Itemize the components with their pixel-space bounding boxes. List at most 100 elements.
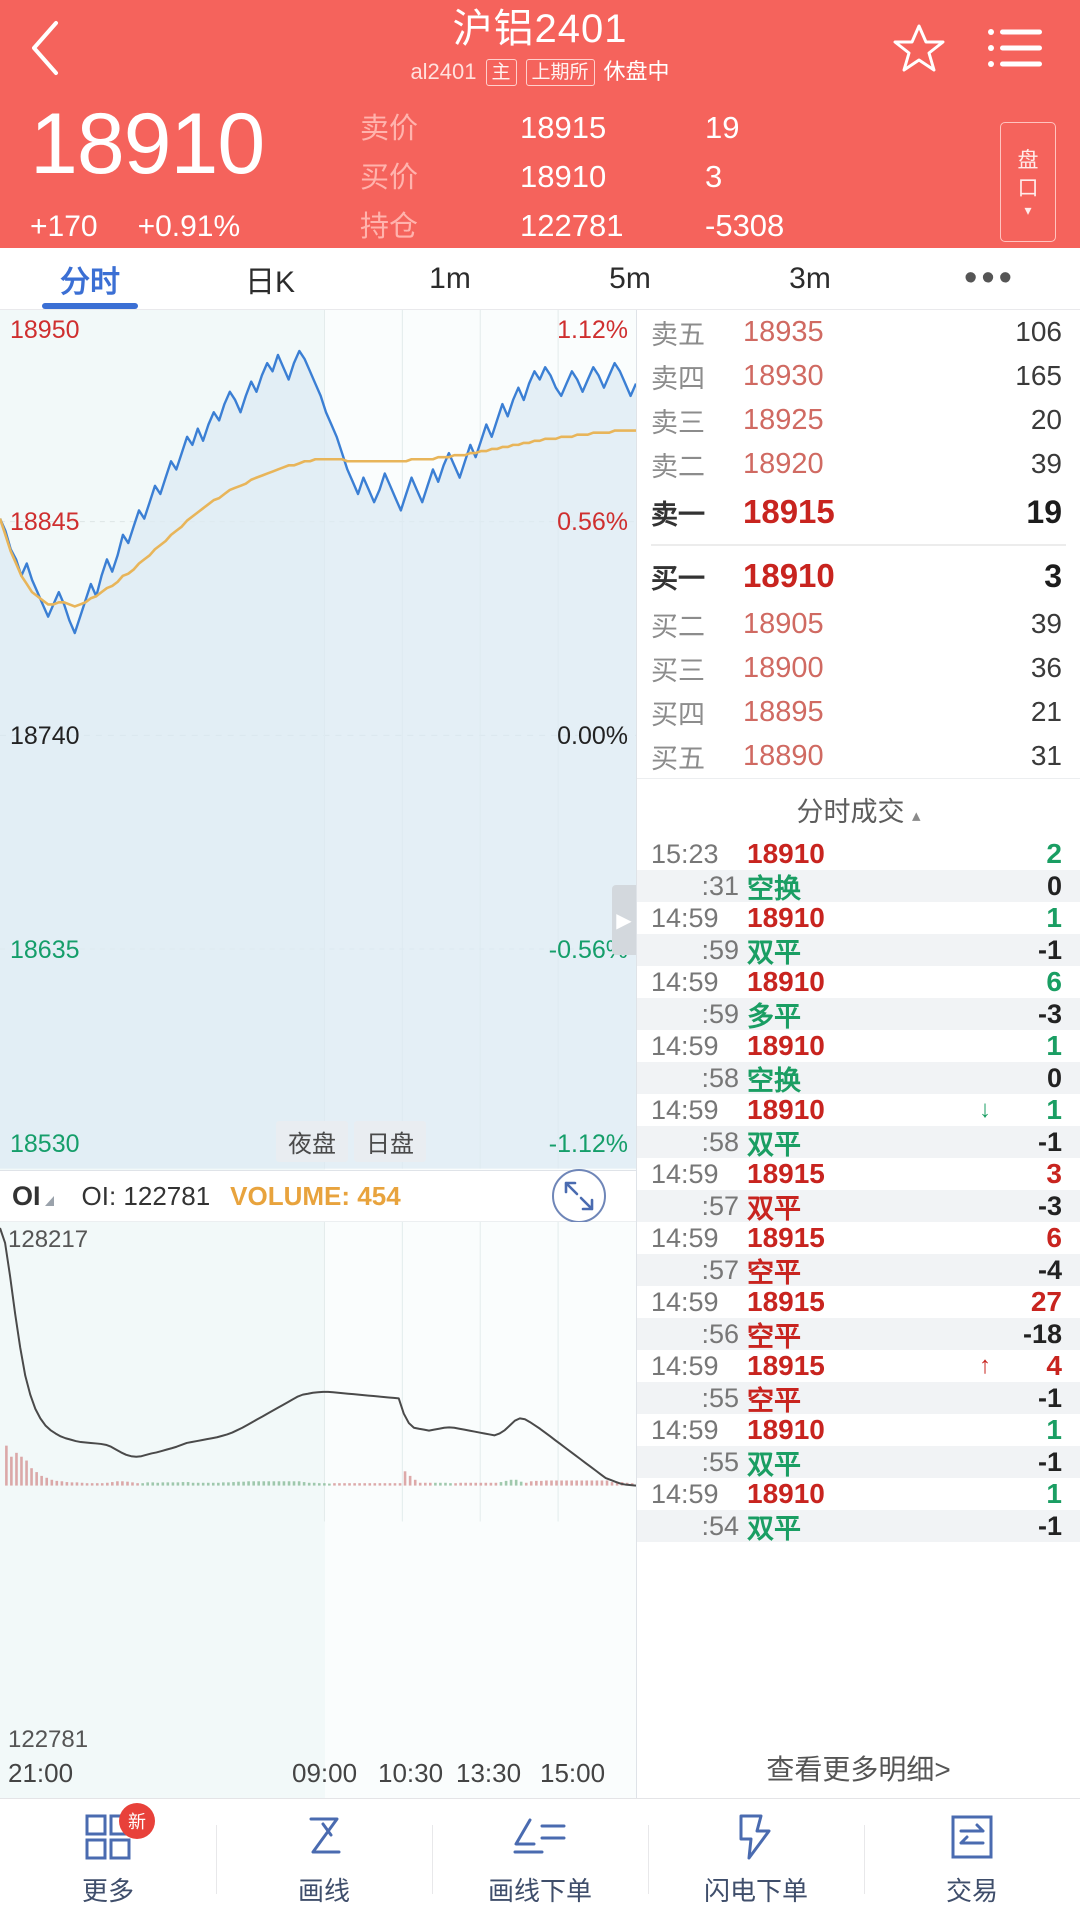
chart-expand-right-arrow-icon[interactable]: ▶ xyxy=(612,885,636,955)
price-axis-label-4: 18635 xyxy=(10,936,80,964)
tick-time: 14:59 xyxy=(651,1030,719,1061)
tick-time: 14:59 xyxy=(651,1478,719,1509)
level-qty: 20 xyxy=(1030,404,1062,435)
tick-oi-delta: -1 xyxy=(1037,1446,1062,1477)
quote-volume: -5308 xyxy=(705,208,785,243)
tab-dayk[interactable]: 日K xyxy=(180,248,360,309)
tick-list[interactable]: 15:23 18910 2:31 空换 0 14:59 18910 1:59 双平 -1 14:59… xyxy=(637,838,1080,1736)
tick-row-primary: 14:59 18910 1 xyxy=(637,1478,1080,1510)
tick-qty: 3 xyxy=(1046,1158,1062,1189)
quote-row-openinterest: 持仓 122781 -5308 xyxy=(360,202,1050,251)
tick-seconds: :58 xyxy=(701,1062,739,1093)
intraday-price-chart[interactable]: 18950 1.12% 18845 0.56% 18740 0.00% 1863… xyxy=(0,310,636,1170)
level-price: 18910 xyxy=(743,557,835,594)
tick-row[interactable]: 14:59 18915 ↑ 4:55 空平 -1 xyxy=(637,1350,1080,1416)
ask-row-4[interactable]: 卖四 18930 165 xyxy=(637,354,1080,398)
tick-seconds: :57 xyxy=(701,1254,739,1285)
bottom-nav-draw-order[interactable]: 画线下单 xyxy=(432,1799,648,1920)
tab-5m[interactable]: 5m xyxy=(540,248,720,309)
volume-value-text: VOLUME: 454 xyxy=(230,1180,401,1211)
ask-row-3[interactable]: 卖三 18925 20 xyxy=(637,398,1080,442)
ask-row-5[interactable]: 卖五 18935 106 xyxy=(637,310,1080,354)
level-qty: 19 xyxy=(1026,493,1062,530)
tick-oi-delta: -4 xyxy=(1037,1254,1062,1285)
bottom-nav-flash-order[interactable]: 闪电下单 xyxy=(648,1799,864,1920)
quote-price: 18915 xyxy=(520,110,607,145)
list-menu-icon[interactable] xyxy=(984,17,1046,79)
tick-row[interactable]: 14:59 18910 1:59 双平 -1 xyxy=(637,902,1080,968)
bottom-nav-trade[interactable]: 交易 xyxy=(864,1799,1080,1920)
tick-price: 18910 xyxy=(747,1414,825,1445)
bid-row-3[interactable]: 买三 18900 36 xyxy=(637,646,1080,690)
bottom-nav-draw[interactable]: 画线 xyxy=(216,1799,432,1920)
tick-row[interactable]: 14:59 18910 ↓ 1:58 双平 -1 xyxy=(637,1094,1080,1160)
pankou-label-line1: 盘 xyxy=(1017,149,1039,172)
time-tick-2: 10:30 xyxy=(378,1758,444,1788)
tick-row[interactable]: 15:23 18910 2:31 空换 0 xyxy=(637,838,1080,904)
tab-fenshi[interactable]: 分时 xyxy=(0,248,180,309)
bottom-nav-label: 交易 xyxy=(945,1876,998,1906)
header-quote-body: 18910 +170 +0.91% 卖价 18915 19 买价 18910 3 xyxy=(0,96,1080,248)
tab-more-periods[interactable]: ••• xyxy=(900,248,1080,309)
oi-indicator-tag[interactable]: OI xyxy=(12,1181,68,1212)
bid-row-1[interactable]: 买一 18910 3 xyxy=(637,550,1080,602)
open-interest-chart[interactable]: 128217 122781 21:00 09:00 10:30 13:30 15… xyxy=(0,1222,636,1798)
tick-time: 14:59 xyxy=(651,1414,719,1445)
level-label: 卖三 xyxy=(651,407,705,438)
tab-label: 分时 xyxy=(60,265,120,299)
session-tag-day: 日盘 xyxy=(354,1121,426,1162)
tick-row-secondary: :59 双平 -1 xyxy=(637,934,1080,968)
tick-row[interactable]: 14:59 18915 27:56 空平 -18 xyxy=(637,1286,1080,1352)
ask-row-2[interactable]: 卖二 18920 39 xyxy=(637,442,1080,486)
tick-row-secondary: :59 多平 -3 xyxy=(637,998,1080,1032)
tab-1m[interactable]: 1m xyxy=(360,248,540,309)
tick-price: 18915 xyxy=(747,1158,825,1189)
ask-row-1[interactable]: 卖一 18915 19 xyxy=(637,486,1080,538)
level-price: 18930 xyxy=(743,359,824,392)
bottom-nav-label: 闪电下单 xyxy=(703,1876,808,1906)
quote-summary: 卖价 18915 19 买价 18910 3 持仓 122781 -5308 xyxy=(360,96,1050,248)
bottom-nav-more[interactable]: 新 更多 xyxy=(0,1799,216,1920)
expand-diagonal-icon[interactable] xyxy=(552,1169,606,1223)
tick-row[interactable]: 14:59 18915 6:57 空平 -4 xyxy=(637,1222,1080,1288)
tick-oi-delta: -1 xyxy=(1037,934,1062,965)
bid-row-4[interactable]: 买四 18895 21 xyxy=(637,690,1080,734)
tick-seconds: :58 xyxy=(701,1126,739,1157)
tick-row-secondary: :57 双平 -3 xyxy=(637,1190,1080,1224)
bid-row-2[interactable]: 买二 18905 39 xyxy=(637,602,1080,646)
star-icon[interactable] xyxy=(888,17,950,79)
tick-row-secondary: :55 空平 -1 xyxy=(637,1382,1080,1416)
chart-column: 18950 1.12% 18845 0.56% 18740 0.00% 1863… xyxy=(0,310,637,1798)
lightning-icon xyxy=(733,1811,779,1863)
view-more-details-link[interactable]: 查看更多明细> xyxy=(766,1754,951,1785)
level-label: 买二 xyxy=(651,611,705,642)
tick-row[interactable]: 14:59 18910 1:54 双平 -1 xyxy=(637,1478,1080,1544)
tab-3m[interactable]: 3m xyxy=(720,248,900,309)
oi-axis-label-top: 128217 xyxy=(8,1226,89,1253)
tick-price: 18915 xyxy=(747,1350,825,1381)
tab-label: 3m xyxy=(789,261,831,295)
tick-row[interactable]: 14:59 18910 1:58 空换 0 xyxy=(637,1030,1080,1096)
tick-row[interactable]: 14:59 18910 6:59 多平 -3 xyxy=(637,966,1080,1032)
pankou-toggle-button[interactable]: 盘 口 ▾ xyxy=(1000,122,1056,242)
level-price: 18915 xyxy=(743,493,835,530)
tick-row[interactable]: 14:59 18910 1:55 双平 -1 xyxy=(637,1414,1080,1480)
tick-row[interactable]: 14:59 18915 3:57 双平 -3 xyxy=(637,1158,1080,1224)
orderbook-column: 卖五 18935 106 卖四 18930 165 卖三 18925 20 卖二… xyxy=(637,310,1080,1798)
tick-price: 18910 xyxy=(747,1094,825,1125)
tick-qty: 1 xyxy=(1046,902,1062,933)
tick-row-primary: 14:59 18915 27 xyxy=(637,1286,1080,1318)
tick-row-primary: 14:59 18915 3 xyxy=(637,1158,1080,1190)
tick-oi-delta: -1 xyxy=(1037,1382,1062,1413)
tick-list-header[interactable]: 分时成交 ▴ xyxy=(637,778,1080,838)
chevron-up-icon: ▴ xyxy=(911,806,921,825)
quote-price: 18910 xyxy=(520,159,607,194)
quote-label: 买价 xyxy=(360,162,419,194)
back-icon[interactable] xyxy=(0,0,90,96)
tick-type: 空换 xyxy=(747,873,801,904)
tick-oi-delta: -1 xyxy=(1037,1126,1062,1157)
quote-volume: 3 xyxy=(705,159,723,194)
bid-row-5[interactable]: 买五 18890 31 xyxy=(637,734,1080,778)
quote-header: 沪铝2401 al2401 主 上期所 休盘中 xyxy=(0,0,1080,248)
header-actions xyxy=(888,0,1080,96)
